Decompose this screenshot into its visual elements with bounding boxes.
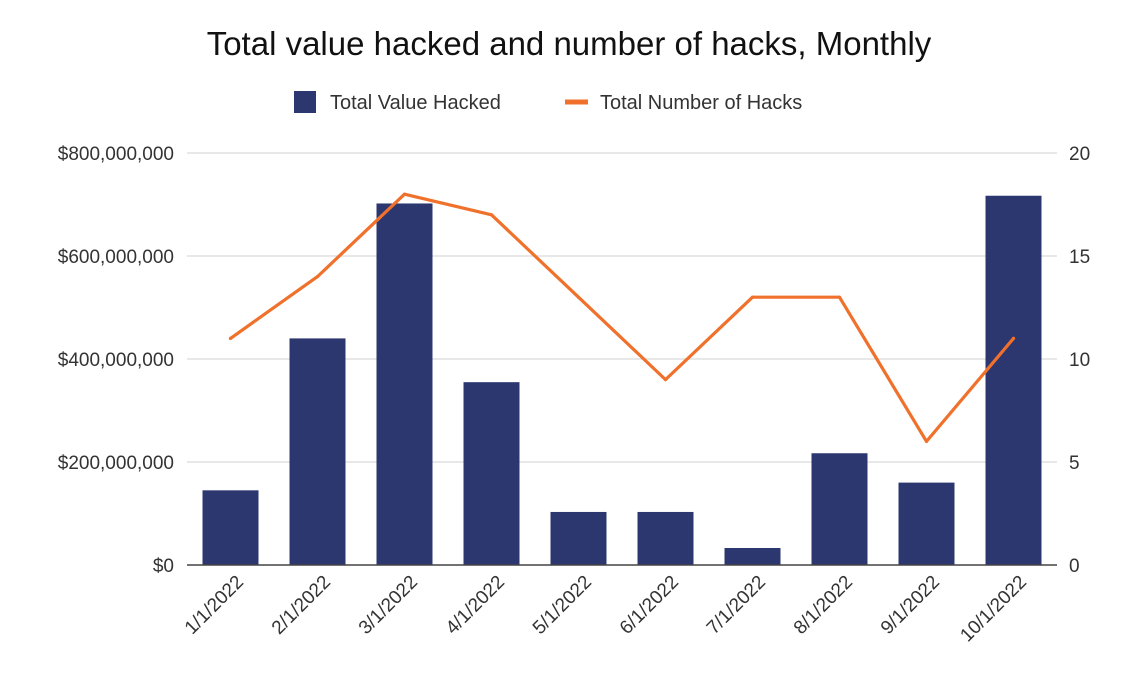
y-right-tick-label: 20	[1069, 144, 1090, 165]
x-tick-label: 9/1/2022	[877, 572, 944, 639]
line-point	[750, 295, 755, 299]
x-axis: 1/1/2022 2/1/2022 3/1/2022 4/1/2022 5/1/2022…	[181, 572, 1031, 647]
line-point	[489, 213, 494, 217]
line-point	[924, 439, 929, 443]
bar	[202, 490, 259, 565]
y-left-tick-label: $0	[153, 556, 174, 577]
line-point	[576, 295, 581, 299]
series-line	[228, 192, 1016, 443]
legend: Total Value Hacked Total Number of Hacks	[294, 91, 802, 114]
x-tick-label: 1/1/2022	[181, 572, 248, 639]
bar	[376, 203, 433, 565]
line-point	[315, 275, 320, 279]
bar	[985, 195, 1042, 565]
y-right-tick-label: 5	[1069, 453, 1080, 474]
legend-label-number-of-hacks: Total Number of Hacks	[600, 92, 802, 114]
x-tick-label: 4/1/2022	[442, 572, 509, 639]
bar	[724, 548, 781, 565]
line-point	[837, 295, 842, 299]
bar	[811, 453, 868, 565]
legend-swatch-value-hacked	[294, 91, 316, 113]
x-tick-label: 2/1/2022	[268, 572, 335, 639]
y-left-tick-label: $800,000,000	[58, 144, 174, 165]
line-point	[402, 192, 407, 196]
bar	[463, 382, 520, 565]
bar	[898, 482, 955, 565]
x-tick-label: 5/1/2022	[529, 572, 596, 639]
y-left-tick-label: $400,000,000	[58, 350, 174, 371]
y-left-tick-label: $600,000,000	[58, 247, 174, 268]
x-tick-label: 10/1/2022	[956, 572, 1031, 647]
x-tick-label: 8/1/2022	[790, 572, 857, 639]
y-left-tick-label: $200,000,000	[58, 453, 174, 474]
chart-title: Total value hacked and number of hacks, …	[207, 25, 932, 62]
y-right-tick-label: 10	[1069, 350, 1090, 371]
line-point	[663, 378, 668, 382]
y-axis-left: $0 $200,000,000 $400,000,000 $600,000,000 $8…	[58, 144, 174, 577]
y-right-tick-label: 0	[1069, 556, 1080, 577]
legend-label-value-hacked: Total Value Hacked	[330, 92, 501, 114]
bar-series-total-value-hacked	[202, 195, 1042, 565]
y-axis-right: 0 5 10 15 20	[1069, 144, 1090, 577]
x-tick-label: 3/1/2022	[355, 572, 422, 639]
bar	[289, 338, 346, 565]
x-tick-label: 7/1/2022	[703, 572, 770, 639]
line-point	[228, 336, 233, 340]
bar	[550, 511, 607, 565]
y-right-tick-label: 15	[1069, 247, 1090, 268]
x-tick-label: 6/1/2022	[616, 572, 683, 639]
line-point	[1011, 336, 1016, 340]
line-series-total-number-of-hacks	[228, 192, 1016, 443]
bar	[637, 511, 694, 565]
